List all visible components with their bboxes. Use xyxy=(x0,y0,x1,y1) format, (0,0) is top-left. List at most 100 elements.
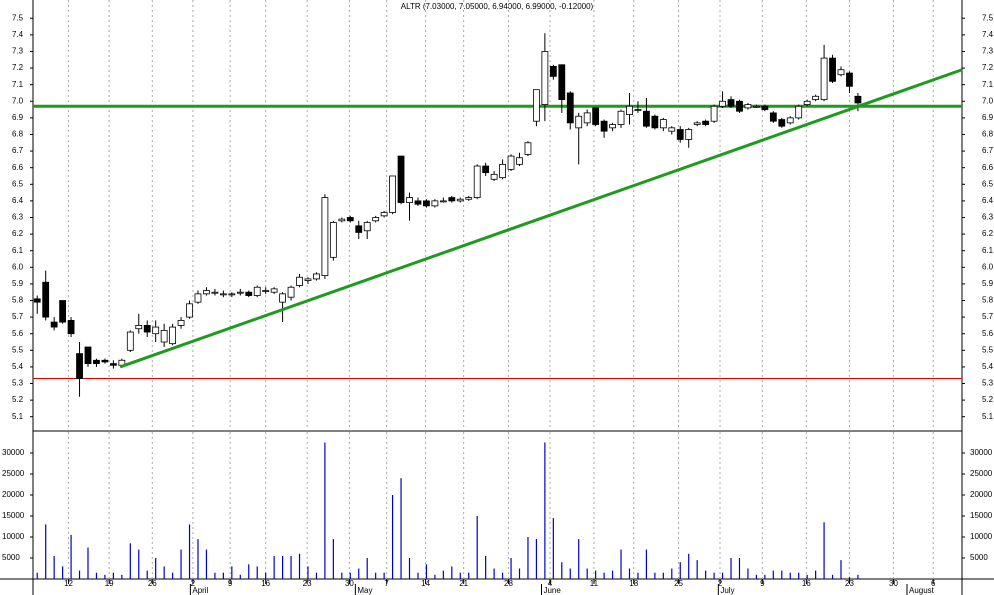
y2-tick-label: 20000 xyxy=(970,490,993,499)
candle-body xyxy=(465,197,473,200)
y-tick-label: 6.4 xyxy=(12,196,24,205)
x-tick-label: 25 xyxy=(674,579,683,588)
volume-bar xyxy=(332,539,334,579)
y-tick-label: 5000 xyxy=(2,553,20,562)
volume-bar xyxy=(248,564,250,579)
candle-body xyxy=(575,115,583,129)
volume-bar xyxy=(315,572,318,579)
volume-bar xyxy=(155,558,157,579)
candle-body xyxy=(710,105,718,122)
volume-bar xyxy=(129,543,131,579)
candle-body xyxy=(490,173,498,180)
y-tick-label: 25000 xyxy=(2,469,25,478)
volume-bar xyxy=(645,549,648,579)
volume-bar xyxy=(755,574,758,579)
candle-body xyxy=(473,165,481,198)
volume-bar xyxy=(654,572,656,579)
volume-bar xyxy=(172,572,174,579)
x-tick-label: 2 xyxy=(718,579,723,588)
y2-tick-label: 15000 xyxy=(970,511,993,520)
volume-bar xyxy=(848,576,851,579)
y-tick-label: 6.8 xyxy=(12,130,24,139)
volume-bar xyxy=(569,568,571,579)
chart-title: ALTR (7.03000, 7.05000, 6.94000, 6.99000… xyxy=(401,2,594,11)
y-tick-label: 6.0 xyxy=(12,262,24,271)
volume-bar xyxy=(163,566,165,579)
candle-body xyxy=(507,155,515,170)
candle-body xyxy=(803,100,811,105)
x-tick-label: 4 xyxy=(548,579,553,588)
candle-body xyxy=(583,112,591,124)
volume-bar xyxy=(857,574,859,579)
y-tick-label: 6.1 xyxy=(12,246,24,255)
volume-bar xyxy=(383,572,385,579)
candle-body xyxy=(549,66,557,77)
volume-bar xyxy=(121,574,123,579)
volume-bar xyxy=(197,539,199,579)
candle-body xyxy=(786,117,794,124)
candle-body xyxy=(304,278,312,281)
volume-bar xyxy=(679,562,681,579)
candle-body xyxy=(626,105,633,115)
x-tick-label: 30 xyxy=(889,579,898,588)
candle-body xyxy=(820,57,828,101)
volume-bar xyxy=(256,566,258,579)
candle-body xyxy=(84,346,92,364)
x-tick-label: 18 xyxy=(629,579,638,588)
y2-tick-label: 6.0 xyxy=(982,262,994,271)
volume-bar xyxy=(772,570,774,579)
y-tick-label: 6.9 xyxy=(12,113,24,122)
y-tick-label: 7.1 xyxy=(12,80,24,89)
candle-body xyxy=(160,329,168,343)
volume-bar xyxy=(451,566,453,579)
y2-tick-label: 7.2 xyxy=(982,63,994,72)
candle-body xyxy=(753,105,760,108)
candle-body xyxy=(524,142,532,155)
y2-tick-label: 5.1 xyxy=(982,412,994,421)
x-tick-label: 14 xyxy=(421,579,430,588)
volume-bar xyxy=(434,574,436,579)
volume-bar xyxy=(798,572,800,579)
candle-body xyxy=(592,107,600,125)
volume-bar xyxy=(87,547,89,579)
volume-bar xyxy=(552,518,554,579)
candle-body xyxy=(346,217,354,222)
candle-body xyxy=(169,326,177,345)
candle-body xyxy=(558,64,566,101)
candle-body xyxy=(719,100,726,107)
candle-body xyxy=(338,218,346,222)
volume-bar xyxy=(341,572,343,579)
candle-body xyxy=(439,200,447,203)
volume-bar xyxy=(721,572,724,579)
y-tick-label: 6.6 xyxy=(12,163,24,172)
month-label: May xyxy=(357,586,372,595)
volume-bar xyxy=(468,572,470,579)
volume-bar xyxy=(535,539,538,579)
x-tick-label: 9 xyxy=(228,579,233,588)
y2-tick-label: 10000 xyxy=(970,532,993,541)
volume-bar xyxy=(578,539,580,579)
candle-body xyxy=(778,119,786,127)
candle-body xyxy=(406,197,413,203)
x-tick-label: 28 xyxy=(504,579,513,588)
y2-tick-label: 6.3 xyxy=(982,213,994,222)
x-tick-label: 21 xyxy=(459,579,468,588)
candle-body xyxy=(101,359,109,363)
y-tick-label: 6.7 xyxy=(12,146,24,155)
x-tick-label: 19 xyxy=(105,579,114,588)
candle-body xyxy=(609,124,616,129)
volume-bar xyxy=(459,572,461,579)
candle-body xyxy=(67,320,75,335)
candle-body xyxy=(236,291,244,294)
candle-body xyxy=(42,281,50,318)
candle-body xyxy=(33,298,41,303)
volume-bar xyxy=(789,572,791,579)
volume-bar xyxy=(705,570,707,579)
volume-bar xyxy=(78,570,81,579)
volume-bar xyxy=(510,558,512,579)
x-tick-label: 23 xyxy=(303,579,312,588)
volume-bar xyxy=(493,568,495,579)
volume-bar xyxy=(70,534,72,579)
